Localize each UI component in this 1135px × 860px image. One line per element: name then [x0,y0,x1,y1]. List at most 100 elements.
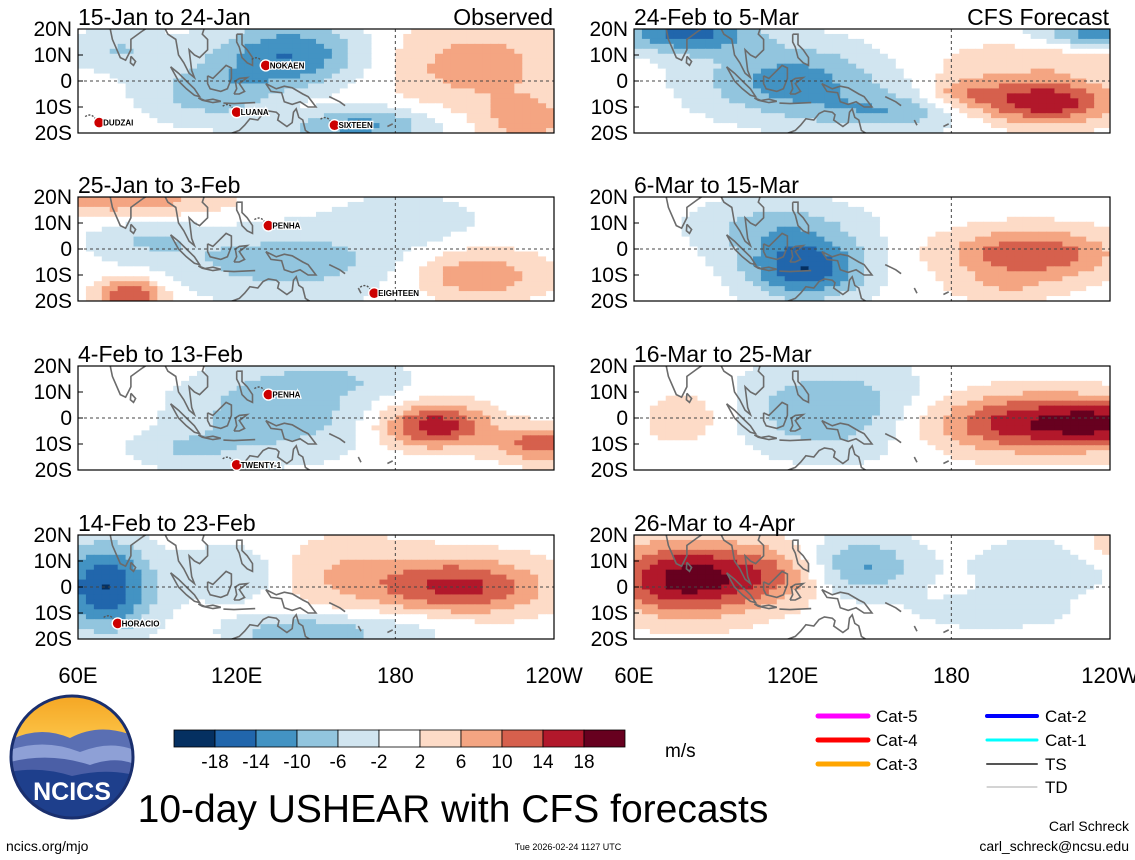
field-cell [490,226,500,233]
field-cell [546,390,554,397]
field-cell [522,574,531,581]
field-cell [387,450,396,456]
field-cell [149,405,158,412]
field-cell [244,113,254,119]
field-cell [474,201,484,208]
field-cell [212,465,222,470]
coastline [357,456,362,463]
field-cell [442,296,452,301]
field-cell [101,549,111,556]
field-cell [197,271,206,277]
field-cell [458,113,468,119]
field-cell [212,201,222,208]
field-cell [395,83,404,90]
field-cell [442,246,452,253]
field-cell [530,380,539,387]
field-cell [157,93,166,99]
field-cell [85,395,95,402]
field-cell [189,58,198,65]
field-cell [141,609,150,615]
field-cell [228,564,238,571]
field-cell [387,559,396,566]
field-cell [236,98,246,104]
field-cell [379,113,388,119]
field-cell [141,68,150,75]
field-cell [149,236,158,243]
lat-tick-label: 10N [33,381,72,404]
field-cell [212,579,222,586]
field-cell [331,236,341,243]
field-cell [268,206,277,213]
field-cell [498,569,507,576]
field-cell [78,118,87,124]
field-cell [228,296,238,301]
field-cell [228,614,238,620]
field-cell [93,291,103,297]
field-cell [197,455,206,461]
field-cell [212,370,222,377]
field-cell [236,445,246,451]
field-cell [117,569,127,576]
field-cell [85,574,95,581]
field-cell [355,286,365,292]
field-cell [546,58,554,65]
field-cell [530,108,539,114]
field-cell [538,405,547,412]
field-cell [173,296,182,301]
field-cell [379,128,388,133]
field-cell [236,206,246,213]
field-cell [395,594,404,600]
field-cell [244,375,254,382]
field-cell [458,236,468,243]
field-cell [538,123,547,129]
field-cell [197,246,206,253]
field-cell [522,29,531,35]
field-cell [133,584,143,591]
field-cell [458,410,468,417]
field-cell [93,236,103,243]
field-cell [149,420,158,427]
field-cell [427,604,436,610]
field-cell [442,63,452,70]
field-cell [292,83,301,90]
field-cell [300,579,309,586]
field-cell [474,544,484,551]
field-cell [78,103,87,109]
field-cell [141,128,150,133]
field-cell [204,261,214,267]
field-cell [490,108,500,114]
field-cell [189,455,198,461]
field-cell [371,579,381,586]
field-cell [363,48,373,55]
field-cell [403,465,412,470]
field-cell [331,38,341,45]
field-cell [101,58,111,65]
coastline [223,269,256,273]
field-cell [435,241,444,248]
field-cell [403,450,412,456]
field-cell [125,261,135,267]
field-cell [189,206,198,213]
field-cell [149,281,158,287]
field-cell [538,231,547,238]
field-cell [133,400,143,407]
field-cell [450,425,460,431]
field-cell [474,460,484,466]
field-cell [149,599,158,605]
field-cell [284,574,293,581]
field-cell [371,88,381,94]
field-cell [538,98,547,104]
field-cell [141,291,150,297]
field-cell [109,266,119,272]
field-cell [371,564,381,571]
field-cell [228,539,238,546]
field-cell [411,460,420,466]
field-cell [133,216,143,223]
field-cell [522,73,531,80]
field-cell [411,390,420,397]
field-cell [450,98,460,104]
field-cell [514,128,523,133]
field-cell [411,33,420,40]
field-cell [284,88,293,94]
field-cell [189,559,198,566]
